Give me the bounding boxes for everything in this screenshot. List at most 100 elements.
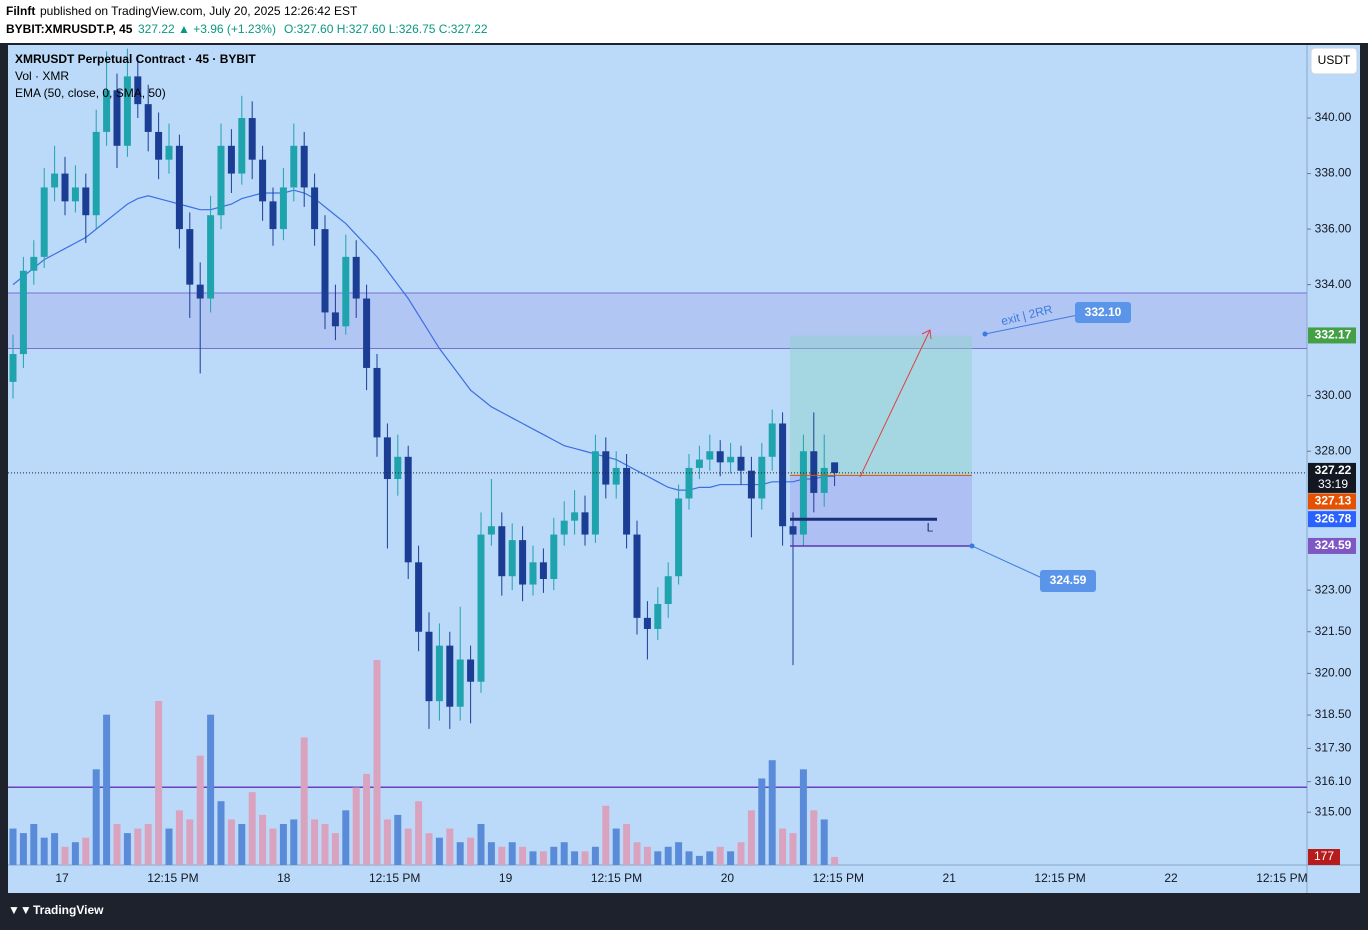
stop-callout: 324.59 — [1050, 573, 1087, 587]
volume-bar — [103, 714, 111, 865]
y-tick-label: 336.00 — [1315, 221, 1352, 235]
volume-bar — [144, 824, 152, 865]
volume-bar — [519, 846, 527, 865]
candle-body — [227, 145, 235, 174]
symbol: BYBIT:XMRUSDT.P, 45 — [6, 22, 133, 36]
currency[interactable]: USDT — [1318, 53, 1351, 67]
candle-body — [831, 462, 839, 473]
x-tick-label: 22 — [1164, 871, 1178, 885]
volume-bar — [716, 846, 724, 865]
published-text: published on TradingView.com, July 20, 2… — [40, 4, 358, 18]
y-tick-label: 328.00 — [1315, 443, 1352, 457]
brand: TradingView — [33, 903, 104, 917]
volume-bar — [560, 842, 568, 865]
volume-bar — [113, 824, 121, 865]
volume-bar — [498, 846, 506, 865]
ohlc: O:327.60 H:327.60 L:326.75 C:327.22 — [284, 22, 488, 36]
candle-body — [747, 470, 755, 499]
y-tick-label: 334.00 — [1315, 277, 1352, 291]
price-badge-label: 324.59 — [1315, 538, 1352, 552]
volume-bar — [747, 810, 755, 865]
volume-bar — [768, 760, 776, 865]
candle-body — [591, 451, 599, 535]
volume-bar — [706, 851, 714, 865]
candle-body — [820, 467, 828, 493]
candle-body — [435, 645, 443, 702]
volume-bar — [529, 851, 537, 865]
price-badge — [1308, 462, 1356, 493]
volume-bar — [591, 846, 599, 865]
candle-body — [352, 256, 360, 299]
candle-body — [706, 451, 714, 460]
currency-button[interactable] — [1310, 47, 1358, 75]
x-tick-label: 17 — [55, 871, 69, 885]
volume-bar — [51, 833, 59, 865]
volume-bar — [342, 810, 350, 865]
volume-bar — [123, 833, 131, 865]
volume-bar — [217, 801, 225, 865]
y-tick-label: 318.50 — [1315, 707, 1352, 721]
callout-dot — [969, 543, 975, 549]
volume-bar — [571, 851, 579, 865]
volume-bar — [623, 824, 631, 865]
y-tick-label: 320.00 — [1315, 666, 1352, 680]
candle-body — [40, 187, 48, 257]
candle-body — [363, 298, 371, 368]
volume-bar — [61, 846, 69, 865]
volume-bar — [664, 846, 672, 865]
callout-line — [984, 314, 1079, 335]
candle-body — [456, 659, 464, 707]
candle-body — [175, 145, 183, 230]
candle-body — [259, 159, 267, 202]
candle-body — [810, 451, 818, 493]
volume-bar — [40, 837, 48, 865]
y-tick-label: 323.00 — [1315, 582, 1352, 596]
x-tick-label: 18 — [277, 871, 291, 885]
x-tick-label: 12:15 PM — [591, 871, 642, 885]
price-badge — [1308, 493, 1356, 510]
candle-body — [799, 451, 807, 535]
volume-bar — [186, 819, 194, 865]
candle-body — [467, 659, 475, 682]
volume-bar — [487, 842, 495, 865]
legend-volume: Vol · XMR — [15, 69, 69, 83]
stop-area — [790, 475, 972, 546]
volume-bar — [446, 828, 454, 865]
price-badge-label: 327.22 — [1315, 463, 1352, 477]
y-tick-label: 338.00 — [1315, 166, 1352, 180]
y-tick-label: 330.00 — [1315, 388, 1352, 402]
candle-body — [633, 534, 641, 618]
volume-bar — [383, 819, 391, 865]
callout-badge — [1075, 302, 1131, 323]
volume-bar — [269, 828, 277, 865]
candle-body — [9, 354, 17, 382]
candle-body — [19, 270, 27, 355]
candle-body — [123, 76, 131, 146]
candle-body — [165, 145, 173, 160]
volume-bar — [207, 714, 215, 865]
candle-body — [92, 131, 100, 216]
candle-body — [779, 423, 787, 527]
logo-mark: ▼▼ — [8, 903, 32, 917]
price-badge-label: 332.17 — [1315, 328, 1352, 342]
candle-body — [643, 617, 651, 629]
arrow — [859, 329, 931, 478]
candle-body — [248, 118, 256, 160]
volume-bar — [425, 833, 433, 865]
volume-bar — [404, 828, 412, 865]
volume-bar — [394, 814, 402, 865]
volume-bar — [331, 833, 339, 865]
candle-body — [571, 512, 579, 521]
candle-body — [487, 526, 495, 535]
candle-body — [134, 76, 142, 105]
volume-bar — [633, 842, 641, 865]
candle-body — [477, 534, 485, 682]
candle-body — [446, 645, 454, 707]
volume-bar — [248, 792, 256, 865]
candle-body — [238, 118, 246, 174]
volume-bar — [831, 856, 839, 865]
volume-bar — [238, 824, 246, 865]
volume-bar — [508, 842, 516, 865]
price-badge — [1308, 327, 1356, 344]
